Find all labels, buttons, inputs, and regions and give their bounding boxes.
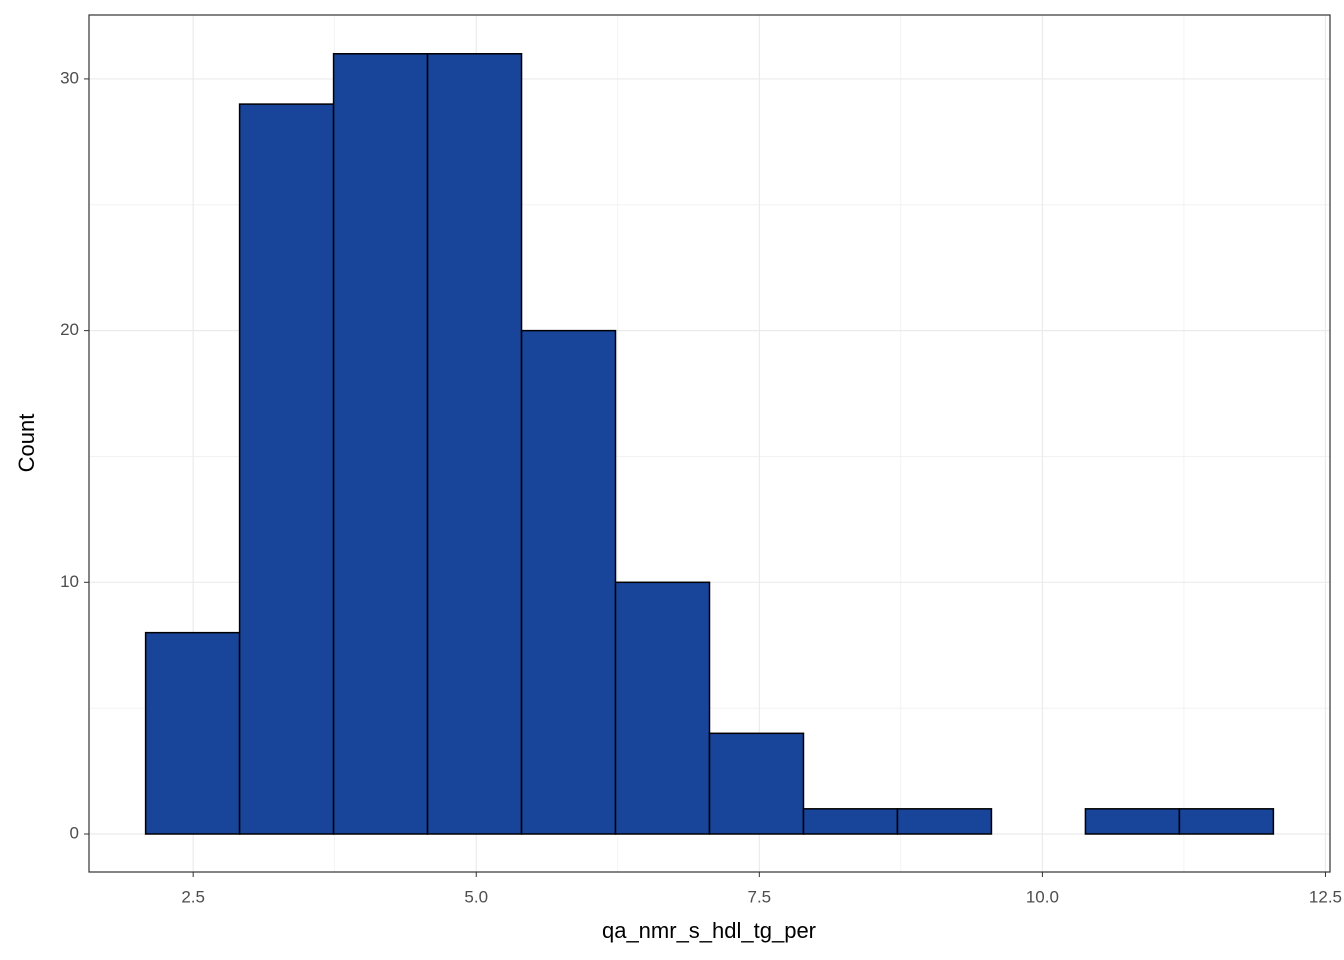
bar [144,631,241,835]
y-tick-label: 20 [60,320,79,339]
bar [520,329,617,835]
plot-border [88,14,1331,873]
y-tick-label: 0 [70,823,79,842]
bar [1084,808,1181,835]
x-tick-label: 10.0 [1026,887,1059,906]
bar [426,53,523,835]
bar [614,581,711,835]
x-axis-title: qa_nmr_s_hdl_tg_per [602,918,816,943]
bar [238,103,335,835]
bar [1178,808,1275,835]
bar [708,732,805,835]
x-tick-label: 7.5 [748,887,772,906]
x-tick-label: 5.0 [464,887,488,906]
bar [332,53,429,835]
y-tick-label: 10 [60,572,79,591]
x-tick-label: 2.5 [181,887,205,906]
y-axis-title: Count [14,414,39,473]
bar [896,808,993,835]
x-tick-label: 12.5 [1309,887,1342,906]
y-tick-label: 30 [60,68,79,87]
bar [802,808,899,835]
